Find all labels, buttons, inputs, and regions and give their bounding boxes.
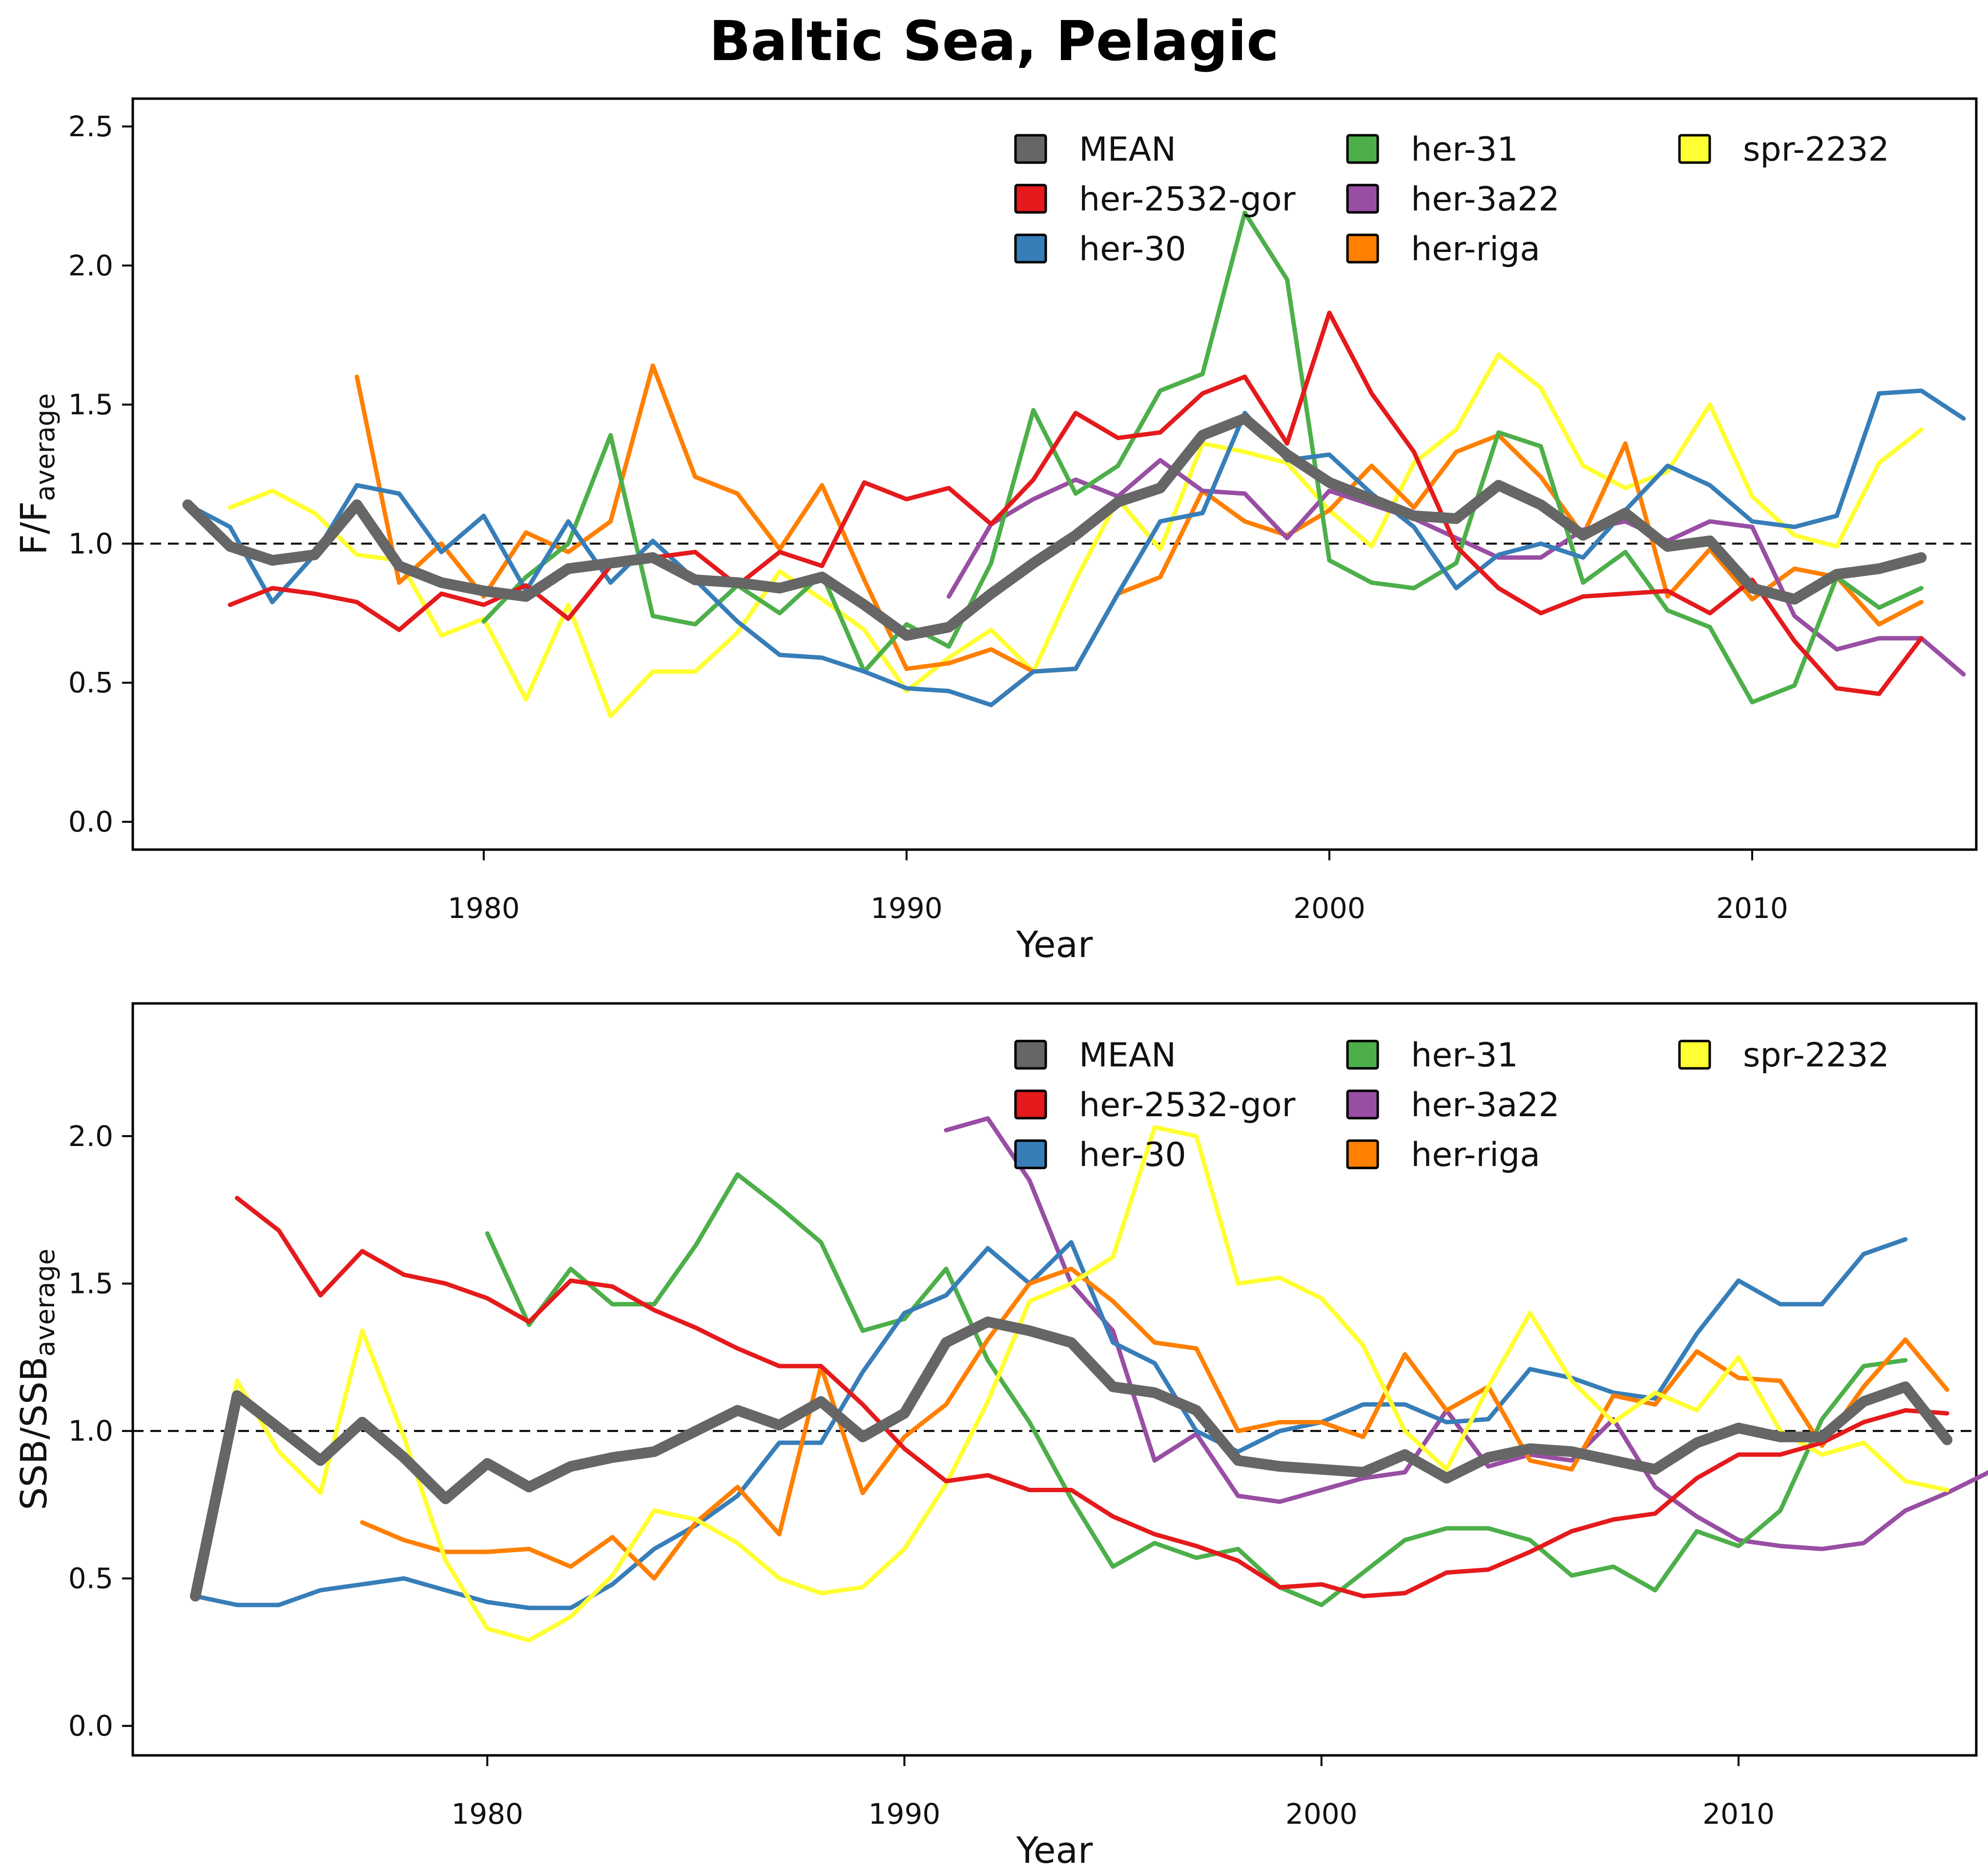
series-line-her-31 <box>481 210 1924 705</box>
legend-swatch-her-3a22 <box>1346 1089 1379 1120</box>
legend-swatch-her-2532-gor <box>1014 1089 1047 1120</box>
legend-label-her-30: her-30 <box>1079 230 1186 269</box>
legend-label-spr-2232: spr-2232 <box>1743 130 1889 169</box>
legend-swatch-her-31 <box>1346 1040 1379 1070</box>
legend-swatch-her-2532-gor <box>1014 184 1047 214</box>
y-tick-label: 2.0 <box>68 249 113 282</box>
series-line-her-30 <box>193 1237 1908 1610</box>
panel-2: 0.0 0.5 1.0 1.5 2.0 1980 1990 2000 2010 Year SSB/S… <box>13 1002 1988 1872</box>
legend-swatch-her-riga <box>1346 233 1379 264</box>
y-tick-label: 0.0 <box>68 805 113 838</box>
legend-label-MEAN: MEAN <box>1079 130 1176 169</box>
legend-label-her-30: her-30 <box>1079 1136 1186 1174</box>
x-tick-label: 1990 <box>870 892 943 925</box>
panel-1: 0.0 0.5 1.0 1.5 2.0 2.5 1980 1990 2000 2010 Year F/… <box>13 97 1978 966</box>
series-line-her-riga <box>354 363 1924 674</box>
legend-label-her-2532-gor: her-2532-gor <box>1079 1086 1295 1125</box>
x-tick-label: 2000 <box>1285 1797 1358 1831</box>
x-tick-label: 2010 <box>1716 892 1788 925</box>
x-tick-label: 2000 <box>1293 892 1366 925</box>
y-tick-label: 0.5 <box>68 666 113 699</box>
plot-frame <box>131 97 1978 851</box>
series-line-her-3a22 <box>944 1116 1988 1551</box>
y-tick-label: 1.5 <box>68 1267 113 1300</box>
series-line-spr-2232 <box>228 352 1924 719</box>
legend-swatch-MEAN <box>1014 1040 1047 1070</box>
y-axis-label: SSB/SSBaverage <box>13 1249 61 1510</box>
y-tick-label: 1.0 <box>68 527 113 560</box>
legend-swatch-spr-2232 <box>1678 1040 1711 1070</box>
x-tick-label: 1980 <box>451 1797 523 1831</box>
legend-label-her-riga: her-riga <box>1411 230 1540 269</box>
y-tick-label: 1.5 <box>68 388 113 421</box>
x-tick-label: 2010 <box>1702 1797 1775 1831</box>
legend-swatch-spr-2232 <box>1678 134 1711 164</box>
legend-label-her-31: her-31 <box>1411 130 1518 169</box>
legend-swatch-her-30 <box>1014 233 1047 264</box>
legend-label-her-2532-gor: her-2532-gor <box>1079 180 1295 219</box>
legend-label-her-3a22: her-3a22 <box>1411 1086 1560 1125</box>
y-tick-label: 1.0 <box>68 1415 113 1448</box>
series-line-her-2532-gor <box>235 1196 1949 1599</box>
legend-label-her-riga: her-riga <box>1411 1136 1540 1174</box>
legend-label-spr-2232: spr-2232 <box>1743 1036 1889 1075</box>
series-line-her-30 <box>186 388 1966 708</box>
legend-label-her-31: her-31 <box>1411 1036 1518 1075</box>
legend-swatch-MEAN <box>1014 134 1047 164</box>
x-tick-label: 1990 <box>869 1797 941 1831</box>
figure-title: Baltic Sea, Pelagic <box>709 10 1279 73</box>
legend-label-her-3a22: her-3a22 <box>1411 180 1560 219</box>
x-axis-label: Year <box>1016 924 1093 966</box>
y-axis-label: F/Faverage <box>13 393 61 555</box>
y-tick-label: 2.0 <box>68 1120 113 1153</box>
series-line-spr-2232 <box>193 1125 1949 1643</box>
legend-swatch-her-30 <box>1014 1139 1047 1169</box>
series-line-her-31 <box>485 1172 1908 1607</box>
y-tick-label: 2.5 <box>68 110 113 143</box>
series-line-MEAN <box>182 413 1927 641</box>
series-line-her-2532-gor <box>228 311 1924 696</box>
legend-swatch-her-31 <box>1346 134 1379 164</box>
plot-frame <box>131 1002 1978 1757</box>
series-line-MEAN <box>190 1316 1953 1602</box>
legend-swatch-her-3a22 <box>1346 184 1379 214</box>
legend-swatch-her-riga <box>1346 1139 1379 1169</box>
x-tick-label: 1980 <box>448 892 520 925</box>
y-tick-label: 0.0 <box>68 1709 113 1743</box>
legend-label-MEAN: MEAN <box>1079 1036 1176 1075</box>
y-tick-label: 0.5 <box>68 1562 113 1595</box>
x-axis-label: Year <box>1016 1830 1093 1872</box>
